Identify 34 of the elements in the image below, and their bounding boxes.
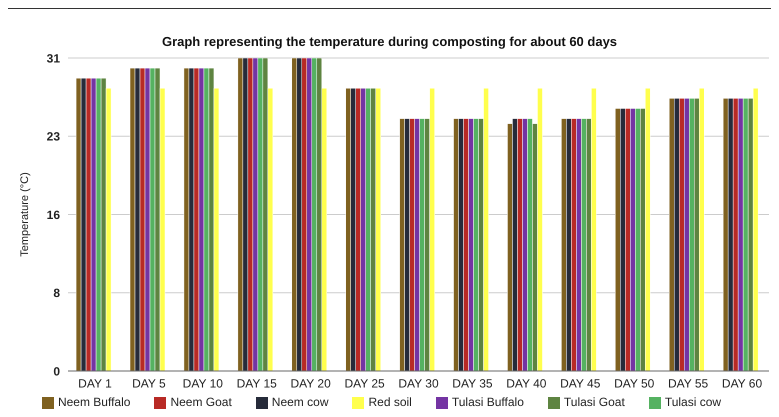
legend-label: Red soil	[368, 395, 412, 409]
y-tick-label: 8	[53, 286, 60, 300]
x-tick-label: DAY 50	[614, 376, 655, 391]
x-tick-label: DAY 40	[506, 376, 547, 391]
x-tick-label: DAY 5	[132, 376, 166, 391]
bar	[615, 108, 621, 371]
y-tick-label: 16	[46, 208, 60, 222]
legend-label: Neem Goat	[170, 395, 232, 409]
legend-label: Tulasi Buffalo	[452, 395, 524, 409]
x-tick-label: DAY 1	[78, 376, 112, 391]
legend-label: Neem cow	[272, 395, 328, 409]
y-tick-label: 31	[46, 51, 60, 66]
bar	[130, 68, 136, 371]
x-tick-label: DAY 30	[398, 376, 439, 391]
y-tick-label: 23	[46, 130, 60, 144]
x-tick-label: DAY 60	[722, 376, 762, 391]
y-tick-label: 0	[53, 364, 60, 378]
x-tick-label: DAY 25	[344, 376, 386, 391]
x-tick-label: DAY 55	[668, 376, 709, 391]
x-tick-label: DAY 10	[182, 376, 224, 391]
legend-label: Tulasi Goat	[564, 395, 625, 409]
bar	[453, 118, 459, 371]
chart-title: Graph representing the temperature during composting for about 60 days	[160, 33, 618, 51]
bar	[292, 58, 298, 371]
bar	[184, 68, 190, 371]
x-tick-label: DAY 35	[452, 376, 493, 391]
legend-label: Neem Buffalo	[58, 395, 130, 409]
bar	[238, 58, 244, 371]
x-tick-label: DAY 45	[560, 376, 601, 391]
y-axis-title: Temperature (°C)	[18, 172, 31, 257]
x-tick-label: DAY 20	[290, 376, 332, 391]
bar	[561, 118, 567, 371]
legend-label: Tulasi cow	[664, 395, 722, 409]
x-tick-label: DAY 15	[236, 376, 278, 391]
